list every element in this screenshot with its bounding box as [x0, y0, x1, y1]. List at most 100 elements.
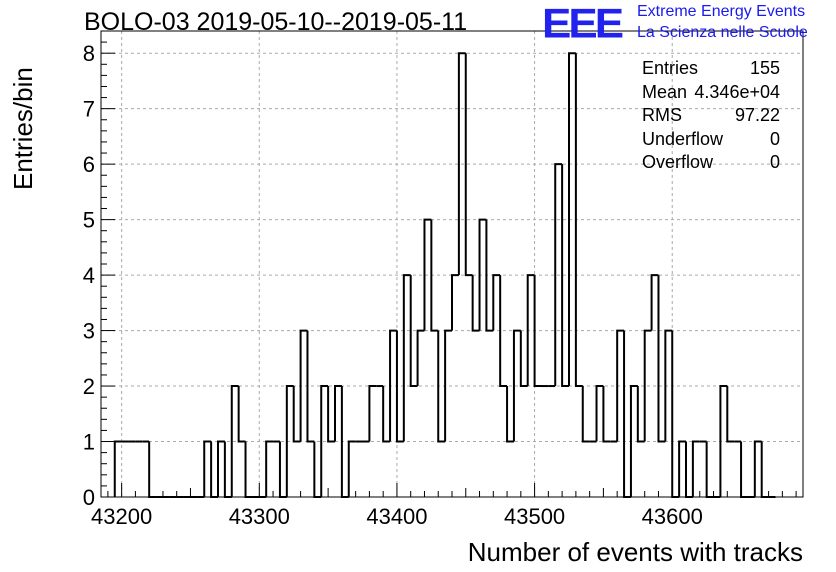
y-axis-label: Entries/bin [8, 67, 38, 190]
stat-label: Entries [642, 58, 699, 78]
y-tick-label: 2 [83, 374, 95, 399]
y-tick-label: 8 [83, 41, 95, 66]
histogram-bin [671, 330, 680, 498]
histogram-bin [478, 218, 487, 331]
x-tick-label: 43400 [366, 504, 427, 529]
x-tick-label: 43600 [642, 504, 703, 529]
histogram-bin [444, 329, 452, 442]
histogram-bin [623, 330, 631, 498]
x-tick-label: 43300 [229, 504, 290, 529]
stat-label: Underflow [642, 128, 724, 149]
histogram-bin [203, 440, 212, 497]
y-tick-label: 1 [83, 430, 95, 455]
histogram-bin [265, 440, 274, 497]
axes: 43200 43300 43400 43500 43600 0 1 2 3 4 5 6 7 8 [83, 30, 804, 529]
histogram-bin [285, 385, 294, 497]
histogram-bin [464, 53, 473, 277]
histogram-bin [299, 329, 308, 442]
histogram-bin [409, 275, 418, 388]
stat-row-mean: Mean 4.346e+04 [642, 82, 780, 106]
histogram-bin [636, 386, 645, 443]
histogram-bin [485, 219, 494, 332]
histogram-bin [705, 441, 714, 498]
y-tick-label: 3 [83, 319, 95, 344]
eee-logo: EEE [542, 0, 624, 47]
stat-row-rms: RMS 97.22 [642, 105, 780, 129]
stat-value: 4.346e+04 [694, 81, 780, 102]
histogram-bin [395, 330, 404, 443]
histogram-bin [292, 386, 301, 443]
histogram-bin [650, 274, 659, 331]
logo-line-2: La Scienza nelle Scuole [637, 24, 808, 41]
histogram-bin [327, 386, 335, 443]
histogram-bin [519, 330, 528, 388]
histogram-bin [719, 385, 728, 497]
histogram-bin [471, 275, 480, 332]
histogram-bin [334, 385, 342, 442]
histogram-bin [568, 52, 576, 387]
stat-label: RMS [642, 105, 682, 125]
stat-value: 155 [749, 58, 780, 78]
histogram-bin [320, 385, 329, 497]
histogram-bin [574, 53, 583, 388]
x-axis-label: Number of events with tracks [467, 537, 803, 567]
histogram-bin [457, 52, 466, 276]
histogram-bin [148, 441, 157, 498]
histogram-bin [437, 330, 446, 443]
histogram-bin [740, 441, 748, 498]
stat-row-overflow: Overflow 0 [642, 152, 780, 176]
histogram-bin [506, 386, 514, 443]
histogram-bin [616, 329, 625, 442]
stat-value: 97.22 [734, 105, 780, 125]
histogram-bin [382, 386, 391, 443]
histogram-bin [685, 441, 693, 498]
histogram-bin [533, 275, 542, 388]
histogram-bin [237, 386, 246, 443]
stat-value: 0 [769, 152, 780, 172]
x-tick-label: 43200 [91, 504, 152, 529]
histogram-bin [306, 330, 315, 443]
logo-line-1: Extreme Energy Events [637, 3, 806, 20]
histogram-bin [451, 274, 459, 331]
stats-box: Entries 155 Mean 4.346e+04 RMS 97.22 Und… [642, 58, 780, 176]
y-tick-label: 7 [83, 97, 95, 122]
x-tick-label: 43500 [504, 504, 565, 529]
histogram-bin [113, 440, 122, 497]
histogram-bin [526, 274, 535, 387]
y-tick-label: 5 [83, 208, 95, 233]
histogram-bin [499, 275, 508, 388]
stat-label: Overflow [642, 152, 714, 172]
histogram-bin [430, 219, 439, 332]
histogram-bin [581, 386, 590, 443]
histogram-bin [217, 440, 225, 497]
y-tick-label: 4 [83, 263, 95, 288]
histogram-bin [678, 440, 686, 497]
histogram-bin [753, 440, 762, 497]
histogram-bin [368, 385, 377, 442]
histogram-bin [389, 329, 397, 442]
histogram-bin [278, 441, 287, 498]
histogram-bin [423, 218, 432, 331]
histogram-bin [230, 385, 239, 497]
histogram-bin [629, 385, 638, 497]
histogram-bin [760, 441, 769, 498]
histogram-bin [210, 441, 218, 498]
chart-title: BOLO-03 2019-05-10--2019-05-11 [84, 8, 468, 36]
histogram-bin [347, 440, 356, 497]
histogram-bin [492, 274, 501, 331]
y-tick-label: 6 [83, 152, 95, 177]
histogram-bin [657, 275, 666, 443]
histogram-bin [554, 163, 563, 387]
histogram-bin [561, 164, 569, 388]
histogram-bin [595, 385, 604, 442]
histogram-bin [512, 329, 521, 442]
histogram-bin [664, 329, 673, 442]
histogram-bin [416, 329, 425, 387]
histogram-bin [726, 386, 735, 443]
histogram-bin [313, 441, 322, 498]
histogram-bin [643, 329, 652, 442]
histogram-bin [244, 441, 253, 498]
stat-row-entries: Entries 155 [642, 58, 780, 82]
histogram-bin [602, 386, 611, 443]
